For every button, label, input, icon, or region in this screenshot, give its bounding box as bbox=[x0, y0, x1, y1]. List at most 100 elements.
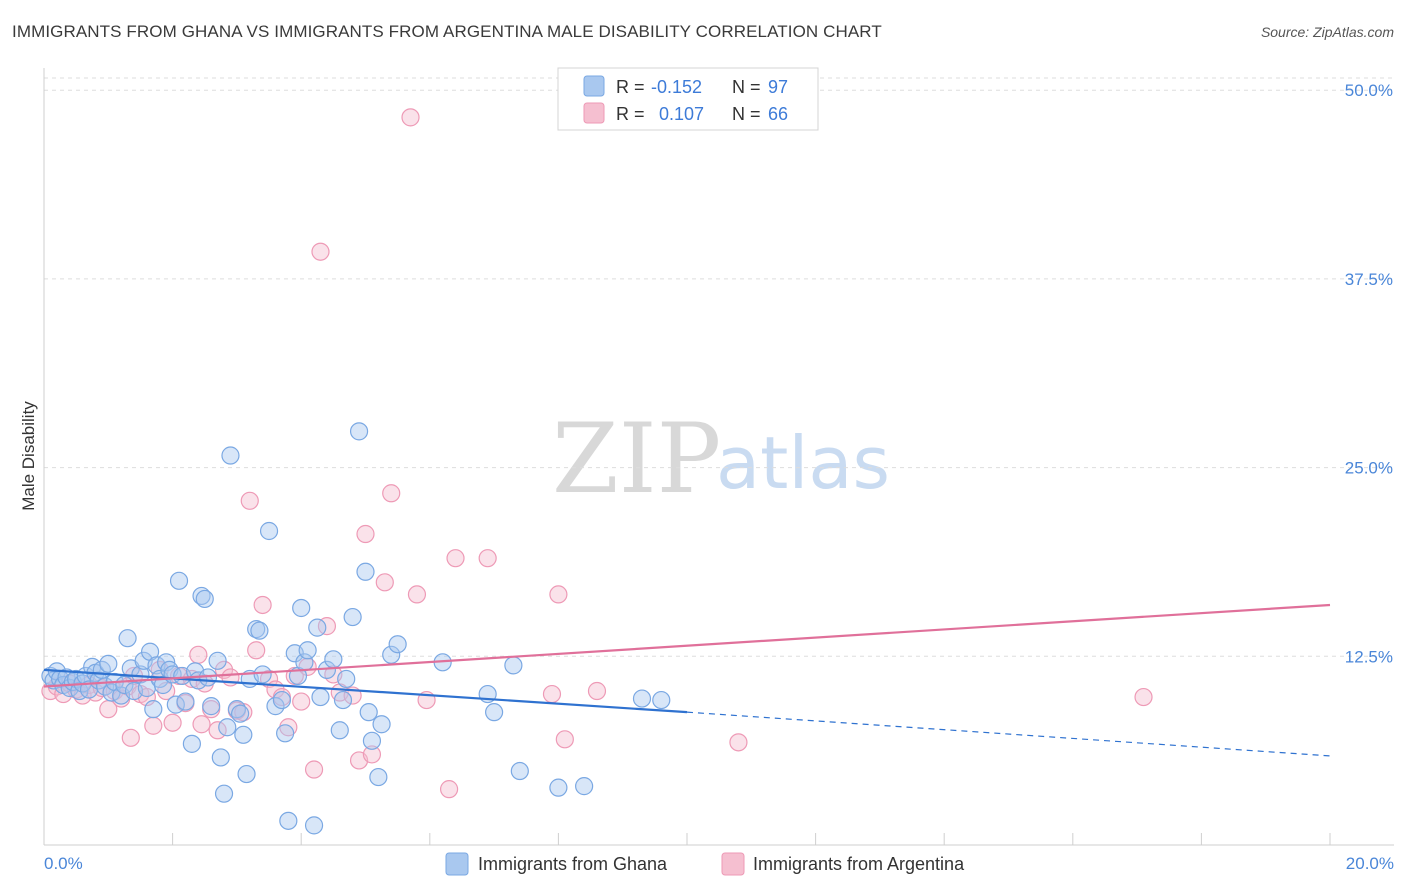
legend-argentina-swatch bbox=[721, 852, 745, 876]
argentina-point bbox=[247, 641, 266, 660]
ghana-point bbox=[250, 621, 269, 640]
source-label: Source: ZipAtlas.com bbox=[1260, 24, 1394, 40]
ghana-point bbox=[308, 618, 327, 637]
argentina-point bbox=[292, 692, 311, 711]
argentina-point bbox=[401, 108, 420, 127]
argentina-point bbox=[587, 681, 607, 701]
ghana-point bbox=[311, 687, 330, 707]
argentina-point bbox=[542, 684, 562, 704]
ghana-point bbox=[192, 586, 211, 606]
ghana-point bbox=[359, 703, 378, 722]
ghana-point bbox=[333, 690, 353, 710]
stats-argentina-r-value: 0.107 bbox=[659, 104, 704, 124]
watermark-atlas: atlas bbox=[716, 421, 890, 505]
argentina-point bbox=[1134, 687, 1153, 707]
argentina-point bbox=[253, 595, 272, 615]
x-tick-label-max: 20.0% bbox=[1346, 854, 1394, 873]
trend-lines bbox=[43, 603, 1331, 757]
ghana-point bbox=[169, 571, 189, 590]
chart-title: IMMIGRANTS FROM GHANA VS IMMIGRANTS FROM… bbox=[12, 22, 882, 41]
argentina-point bbox=[192, 715, 211, 734]
ghana-point bbox=[298, 641, 317, 660]
argentina-point bbox=[729, 733, 748, 752]
argentina-point bbox=[555, 730, 574, 749]
argentina-point bbox=[439, 780, 459, 799]
ghana-point bbox=[349, 422, 369, 441]
ghana-point bbox=[182, 734, 201, 753]
stats-ghana-r-label: R = bbox=[616, 77, 645, 97]
ghana-point bbox=[372, 715, 391, 734]
argentina-point bbox=[549, 585, 568, 604]
ghana-point bbox=[211, 748, 230, 767]
watermark-zip: ZIP bbox=[552, 403, 721, 515]
ghana-point bbox=[237, 764, 256, 784]
stats-argentina-swatch bbox=[583, 102, 605, 124]
argentina-point bbox=[311, 242, 330, 261]
ghana-point bbox=[575, 777, 594, 796]
stats-box: R = -0.152 N = 97 R = 0.107 N = 66 bbox=[557, 67, 819, 131]
argentina-point bbox=[121, 728, 140, 747]
argentina-point bbox=[240, 491, 259, 510]
ghana-point bbox=[221, 446, 240, 465]
argentina-point bbox=[189, 645, 208, 664]
ghana-point bbox=[369, 767, 388, 787]
y-tick-label: 25.0% bbox=[1345, 459, 1393, 478]
argentina-point bbox=[407, 585, 427, 604]
argentina-point bbox=[375, 573, 394, 592]
ghana-point bbox=[343, 607, 362, 627]
gridlines bbox=[44, 77, 1394, 657]
ghana-point bbox=[362, 731, 382, 750]
y-tick-label: 12.5% bbox=[1345, 647, 1393, 666]
ghana-point bbox=[504, 656, 523, 675]
argentina-point bbox=[478, 549, 497, 568]
ghana-point bbox=[356, 562, 375, 581]
argentina-point bbox=[446, 549, 465, 568]
argentina-point bbox=[362, 745, 382, 764]
ghana-point bbox=[304, 816, 324, 835]
argentina-point bbox=[163, 713, 182, 732]
ghana-point bbox=[652, 690, 671, 710]
argentina-point bbox=[144, 716, 163, 735]
ghana-point bbox=[144, 700, 163, 719]
argentina-point bbox=[356, 524, 375, 544]
ghana-trend-extension bbox=[686, 711, 1331, 757]
ghana-trend-line bbox=[43, 668, 688, 714]
ghana-point bbox=[279, 811, 298, 830]
y-tick-label: 37.5% bbox=[1345, 270, 1393, 289]
legend: Immigrants from Ghana Immigrants from Ar… bbox=[445, 852, 965, 876]
ghana-point bbox=[259, 521, 279, 541]
ghana-point bbox=[218, 718, 237, 737]
ghana-point bbox=[253, 665, 272, 684]
argentina-trend-line bbox=[43, 603, 1331, 688]
stats-ghana-n-value: 97 bbox=[768, 77, 788, 97]
legend-ghana-swatch bbox=[445, 852, 469, 876]
stats-ghana-swatch bbox=[583, 75, 605, 97]
ghana-point bbox=[195, 589, 214, 609]
ghana-point bbox=[202, 697, 221, 716]
ghana-point bbox=[292, 598, 311, 618]
ghana-point bbox=[388, 635, 407, 654]
ghana-point bbox=[337, 669, 356, 689]
argentina-point bbox=[382, 484, 401, 503]
ghana-point bbox=[485, 703, 504, 722]
stats-argentina-r-label: R = bbox=[616, 104, 645, 124]
legend-argentina-label: Immigrants from Argentina bbox=[753, 854, 965, 874]
ghana-point bbox=[231, 704, 250, 723]
stats-argentina-n-label: N = bbox=[732, 104, 761, 124]
ghana-point bbox=[176, 692, 195, 711]
x-axis-ticks bbox=[43, 833, 1331, 845]
stats-argentina-n-value: 66 bbox=[768, 104, 788, 124]
ghana-point bbox=[549, 778, 568, 797]
argentina-point bbox=[317, 617, 337, 636]
ghana-point bbox=[632, 689, 652, 708]
ghana-point bbox=[324, 650, 343, 669]
ghana-point bbox=[510, 761, 529, 781]
ghana-point bbox=[330, 721, 349, 740]
ghana-point bbox=[214, 784, 234, 803]
ghana-point bbox=[234, 725, 253, 744]
argentina-point bbox=[304, 760, 324, 779]
ghana-point bbox=[118, 629, 137, 648]
y-axis-tick-labels: 12.5% 25.0% 37.5% 50.0% bbox=[1345, 81, 1393, 666]
y-tick-label: 50.0% bbox=[1345, 81, 1393, 100]
